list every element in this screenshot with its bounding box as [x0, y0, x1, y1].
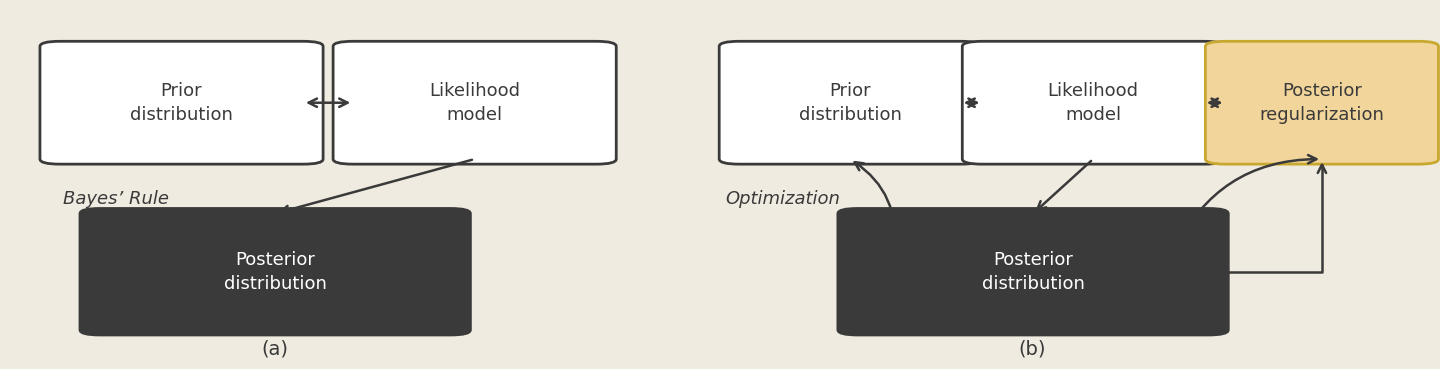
Text: Posterior
regularization: Posterior regularization — [1260, 82, 1384, 124]
FancyBboxPatch shape — [719, 41, 981, 164]
Text: Posterior
distribution: Posterior distribution — [982, 251, 1084, 293]
Text: Likelihood
model: Likelihood model — [429, 82, 520, 124]
FancyBboxPatch shape — [1205, 41, 1439, 164]
Text: Optimization: Optimization — [724, 190, 840, 208]
Text: Likelihood
model: Likelihood model — [1048, 82, 1139, 124]
Text: Prior
distribution: Prior distribution — [130, 82, 233, 124]
Text: Posterior
distribution: Posterior distribution — [223, 251, 327, 293]
Text: Bayes’ Rule: Bayes’ Rule — [63, 190, 168, 208]
FancyBboxPatch shape — [333, 41, 616, 164]
FancyBboxPatch shape — [962, 41, 1224, 164]
Text: Prior
distribution: Prior distribution — [799, 82, 901, 124]
FancyBboxPatch shape — [81, 208, 471, 335]
FancyBboxPatch shape — [40, 41, 323, 164]
FancyBboxPatch shape — [838, 208, 1228, 335]
Text: (a): (a) — [261, 340, 288, 359]
Text: (b): (b) — [1018, 340, 1045, 359]
